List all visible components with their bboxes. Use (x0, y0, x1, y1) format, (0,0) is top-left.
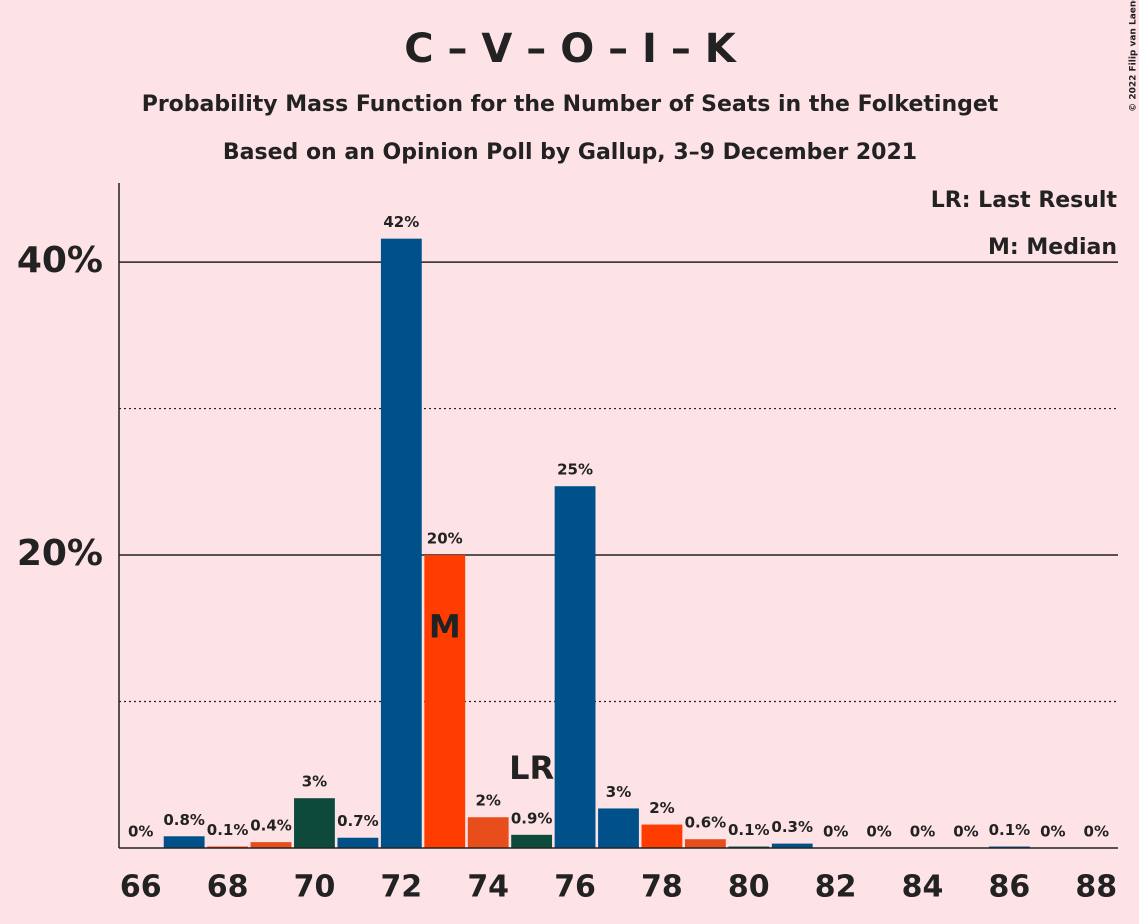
value-label: 0% (128, 823, 153, 841)
chart-subtitle: Based on an Opinion Poll by Gallup, 3–9 … (223, 140, 917, 165)
bar (511, 834, 553, 848)
value-label: 0.4% (250, 817, 292, 835)
value-label: 42% (383, 213, 419, 231)
value-label: 20% (427, 530, 463, 548)
y-tick-label: 40% (17, 240, 103, 281)
value-label: 0% (910, 823, 935, 841)
bar (467, 817, 509, 848)
x-tick-label: 80 (728, 870, 770, 905)
value-label: 2% (475, 792, 500, 810)
value-label: 0.1% (207, 821, 249, 839)
x-tick-label: 66 (120, 870, 162, 905)
bar (250, 842, 292, 848)
chart-title: C – V – O – I – K (404, 26, 738, 72)
x-tick-label: 82 (815, 870, 857, 905)
annotation: LR (509, 749, 554, 787)
bar (380, 238, 422, 849)
legend-entry: LR: Last Result (931, 188, 1118, 213)
value-label: 0.1% (989, 821, 1031, 839)
value-label: 0% (1040, 823, 1065, 841)
value-label: 3% (302, 773, 327, 791)
value-label: 0% (1084, 823, 1109, 841)
value-label: 0.3% (771, 818, 813, 836)
x-tick-label: 84 (902, 870, 944, 905)
value-label: 0% (866, 823, 891, 841)
value-label: 25% (557, 461, 593, 479)
value-label: 0.9% (511, 809, 553, 827)
x-tick-label: 72 (380, 870, 422, 905)
x-tick-label: 70 (294, 870, 336, 905)
bar (771, 843, 813, 848)
value-label: 0.7% (337, 812, 379, 830)
x-tick-label: 76 (554, 870, 596, 905)
annotation: M (429, 607, 461, 645)
bar (598, 808, 639, 848)
bar (163, 836, 205, 848)
bar (337, 837, 379, 848)
bar (641, 824, 683, 848)
bar (684, 839, 726, 848)
value-label: 0.1% (728, 821, 770, 839)
x-tick-label: 68 (207, 870, 249, 905)
value-label: 0% (823, 823, 848, 841)
bar (294, 798, 335, 848)
bar (554, 486, 596, 848)
copyright: © 2022 Filip van Laenen (1129, 0, 1139, 112)
legend-entry: M: Median (988, 235, 1117, 260)
value-label: 0.8% (163, 811, 205, 829)
value-label: 2% (649, 799, 674, 817)
y-tick-label: 20% (17, 533, 103, 574)
value-label: 0.6% (685, 814, 727, 832)
x-tick-label: 74 (467, 870, 509, 905)
chart-subtitle: Probability Mass Function for the Number… (142, 92, 999, 117)
x-tick-label: 78 (641, 870, 683, 905)
x-tick-label: 86 (989, 870, 1031, 905)
bar (424, 555, 466, 848)
value-label: 0% (953, 823, 978, 841)
value-label: 3% (606, 783, 631, 801)
x-tick-label: 88 (1075, 870, 1117, 905)
